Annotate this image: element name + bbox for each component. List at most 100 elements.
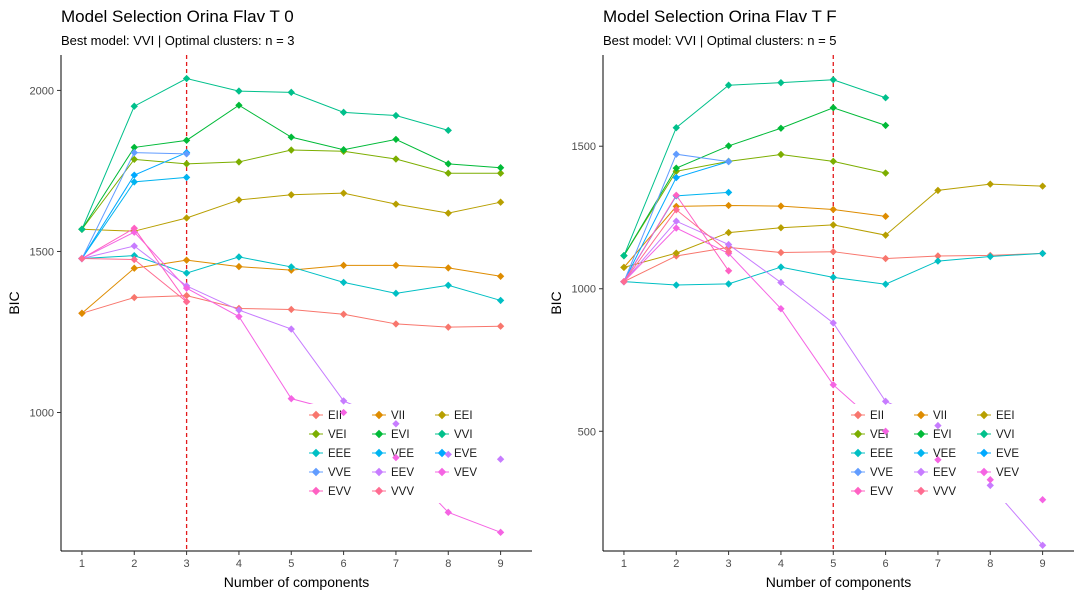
legend-label: VVE xyxy=(328,467,351,479)
point-EVI xyxy=(235,101,243,109)
point-VEE xyxy=(130,178,138,186)
point-VII xyxy=(829,205,837,214)
point-EEV xyxy=(724,240,733,249)
y-axis-title: BIC xyxy=(6,291,22,314)
point-VVI xyxy=(829,76,837,84)
point-EEE xyxy=(496,296,505,305)
point-EEE xyxy=(130,251,138,260)
point-VVI xyxy=(444,126,452,135)
legend-label: EEE xyxy=(870,448,893,460)
legend-key-marker xyxy=(311,429,321,439)
legend-key-marker xyxy=(437,429,447,439)
point-EEE xyxy=(287,263,295,271)
legend-key-marker xyxy=(979,448,989,458)
y-tick-label: 1000 xyxy=(30,408,54,420)
point-VEI xyxy=(777,150,785,159)
x-tick-label: 9 xyxy=(1040,558,1046,570)
x-tick-label: 7 xyxy=(393,558,399,570)
chart-subtitle: Best model: VVI | Optimal clusters: n = … xyxy=(61,33,295,48)
x-tick-label: 2 xyxy=(131,558,137,570)
series-line-VII xyxy=(623,205,886,268)
series-line-VEI xyxy=(623,153,886,256)
x-tick-label: 6 xyxy=(883,558,889,570)
chart-left: Model Selection Orina Flav T 0 Best model… xyxy=(6,7,532,590)
legend-label: VVE xyxy=(870,467,893,479)
legend-key-marker xyxy=(311,448,321,458)
legend-item-EEE: EEE xyxy=(309,448,351,460)
point-EII xyxy=(777,248,785,257)
x-tick-label: 4 xyxy=(778,558,784,570)
chart-title: Model Selection Orina Flav T 0 xyxy=(61,7,294,26)
point-VVI xyxy=(620,252,628,260)
point-VII xyxy=(130,264,138,272)
legend-label: EEE xyxy=(328,448,351,460)
legend-item-EEE: EEE xyxy=(851,448,893,460)
series-line-VEI xyxy=(81,149,501,230)
legend-label: VEE xyxy=(933,448,956,460)
x-tick-label: 2 xyxy=(673,558,679,570)
point-EVI xyxy=(496,164,505,172)
legend-item-EEI: EEI xyxy=(977,410,1015,422)
legend-label: VEI xyxy=(328,429,347,441)
legend-key-marker xyxy=(374,467,384,477)
legend-label: EEV xyxy=(391,467,414,479)
point-EII xyxy=(287,305,295,314)
point-EEE xyxy=(829,273,837,282)
legend-key-marker xyxy=(311,410,321,420)
x-tick-label: 9 xyxy=(498,558,504,570)
point-VEI xyxy=(130,155,138,164)
point-VVI xyxy=(777,78,785,87)
legend-key-marker xyxy=(853,448,863,458)
point-VVV xyxy=(78,254,86,263)
point-VVV xyxy=(182,298,191,306)
point-VEI xyxy=(444,169,452,177)
legend-label: VVI xyxy=(996,429,1015,441)
legend-item-VEI: VEI xyxy=(309,429,347,441)
point-EEE xyxy=(672,281,680,289)
legend-key-marker xyxy=(437,448,447,458)
point-EVI xyxy=(829,104,837,112)
legend-key-marker xyxy=(437,467,447,477)
point-EEV xyxy=(496,455,505,463)
y-tick-label: 500 xyxy=(578,426,596,438)
x-tick-label: 7 xyxy=(935,558,941,570)
point-EEE xyxy=(444,281,452,289)
point-VEV xyxy=(339,408,348,417)
point-EEI xyxy=(287,191,295,199)
point-EEE xyxy=(986,252,994,261)
legend-item-EEV: EEV xyxy=(914,467,956,479)
legend-item-VEE: VEE xyxy=(914,448,956,460)
point-VEV xyxy=(182,284,191,292)
legend-key-marker xyxy=(979,429,989,439)
legend-key-marker xyxy=(916,429,926,439)
point-VVI xyxy=(392,111,400,120)
y-axis-title: BIC xyxy=(548,291,564,314)
point-VVE xyxy=(672,150,680,158)
point-EII xyxy=(829,248,837,256)
point-VVV xyxy=(620,277,628,286)
point-VVI xyxy=(881,94,890,102)
point-EEV xyxy=(1038,541,1047,549)
legend-label: VEV xyxy=(454,467,477,479)
legend-label: VVV xyxy=(933,486,956,498)
point-EEI xyxy=(496,198,505,206)
legend-key-marker xyxy=(374,486,384,496)
point-EEI xyxy=(881,231,890,239)
point-EVV xyxy=(672,191,680,199)
series-line-VVI xyxy=(81,77,449,230)
point-VEV xyxy=(130,228,138,236)
x-tick-label: 8 xyxy=(445,558,451,570)
point-VEI xyxy=(235,158,243,166)
point-VVI xyxy=(182,74,191,83)
point-EEV xyxy=(235,306,243,314)
legend-item-EVV: EVV xyxy=(309,486,351,498)
legend-item-VVE: VVE xyxy=(851,467,893,479)
point-VEV xyxy=(934,456,942,464)
point-VEV xyxy=(496,528,505,536)
point-VII xyxy=(444,264,452,272)
point-VVI xyxy=(339,108,348,117)
point-EVI xyxy=(182,136,191,145)
point-EVI xyxy=(287,133,295,141)
point-VEE xyxy=(724,188,733,197)
